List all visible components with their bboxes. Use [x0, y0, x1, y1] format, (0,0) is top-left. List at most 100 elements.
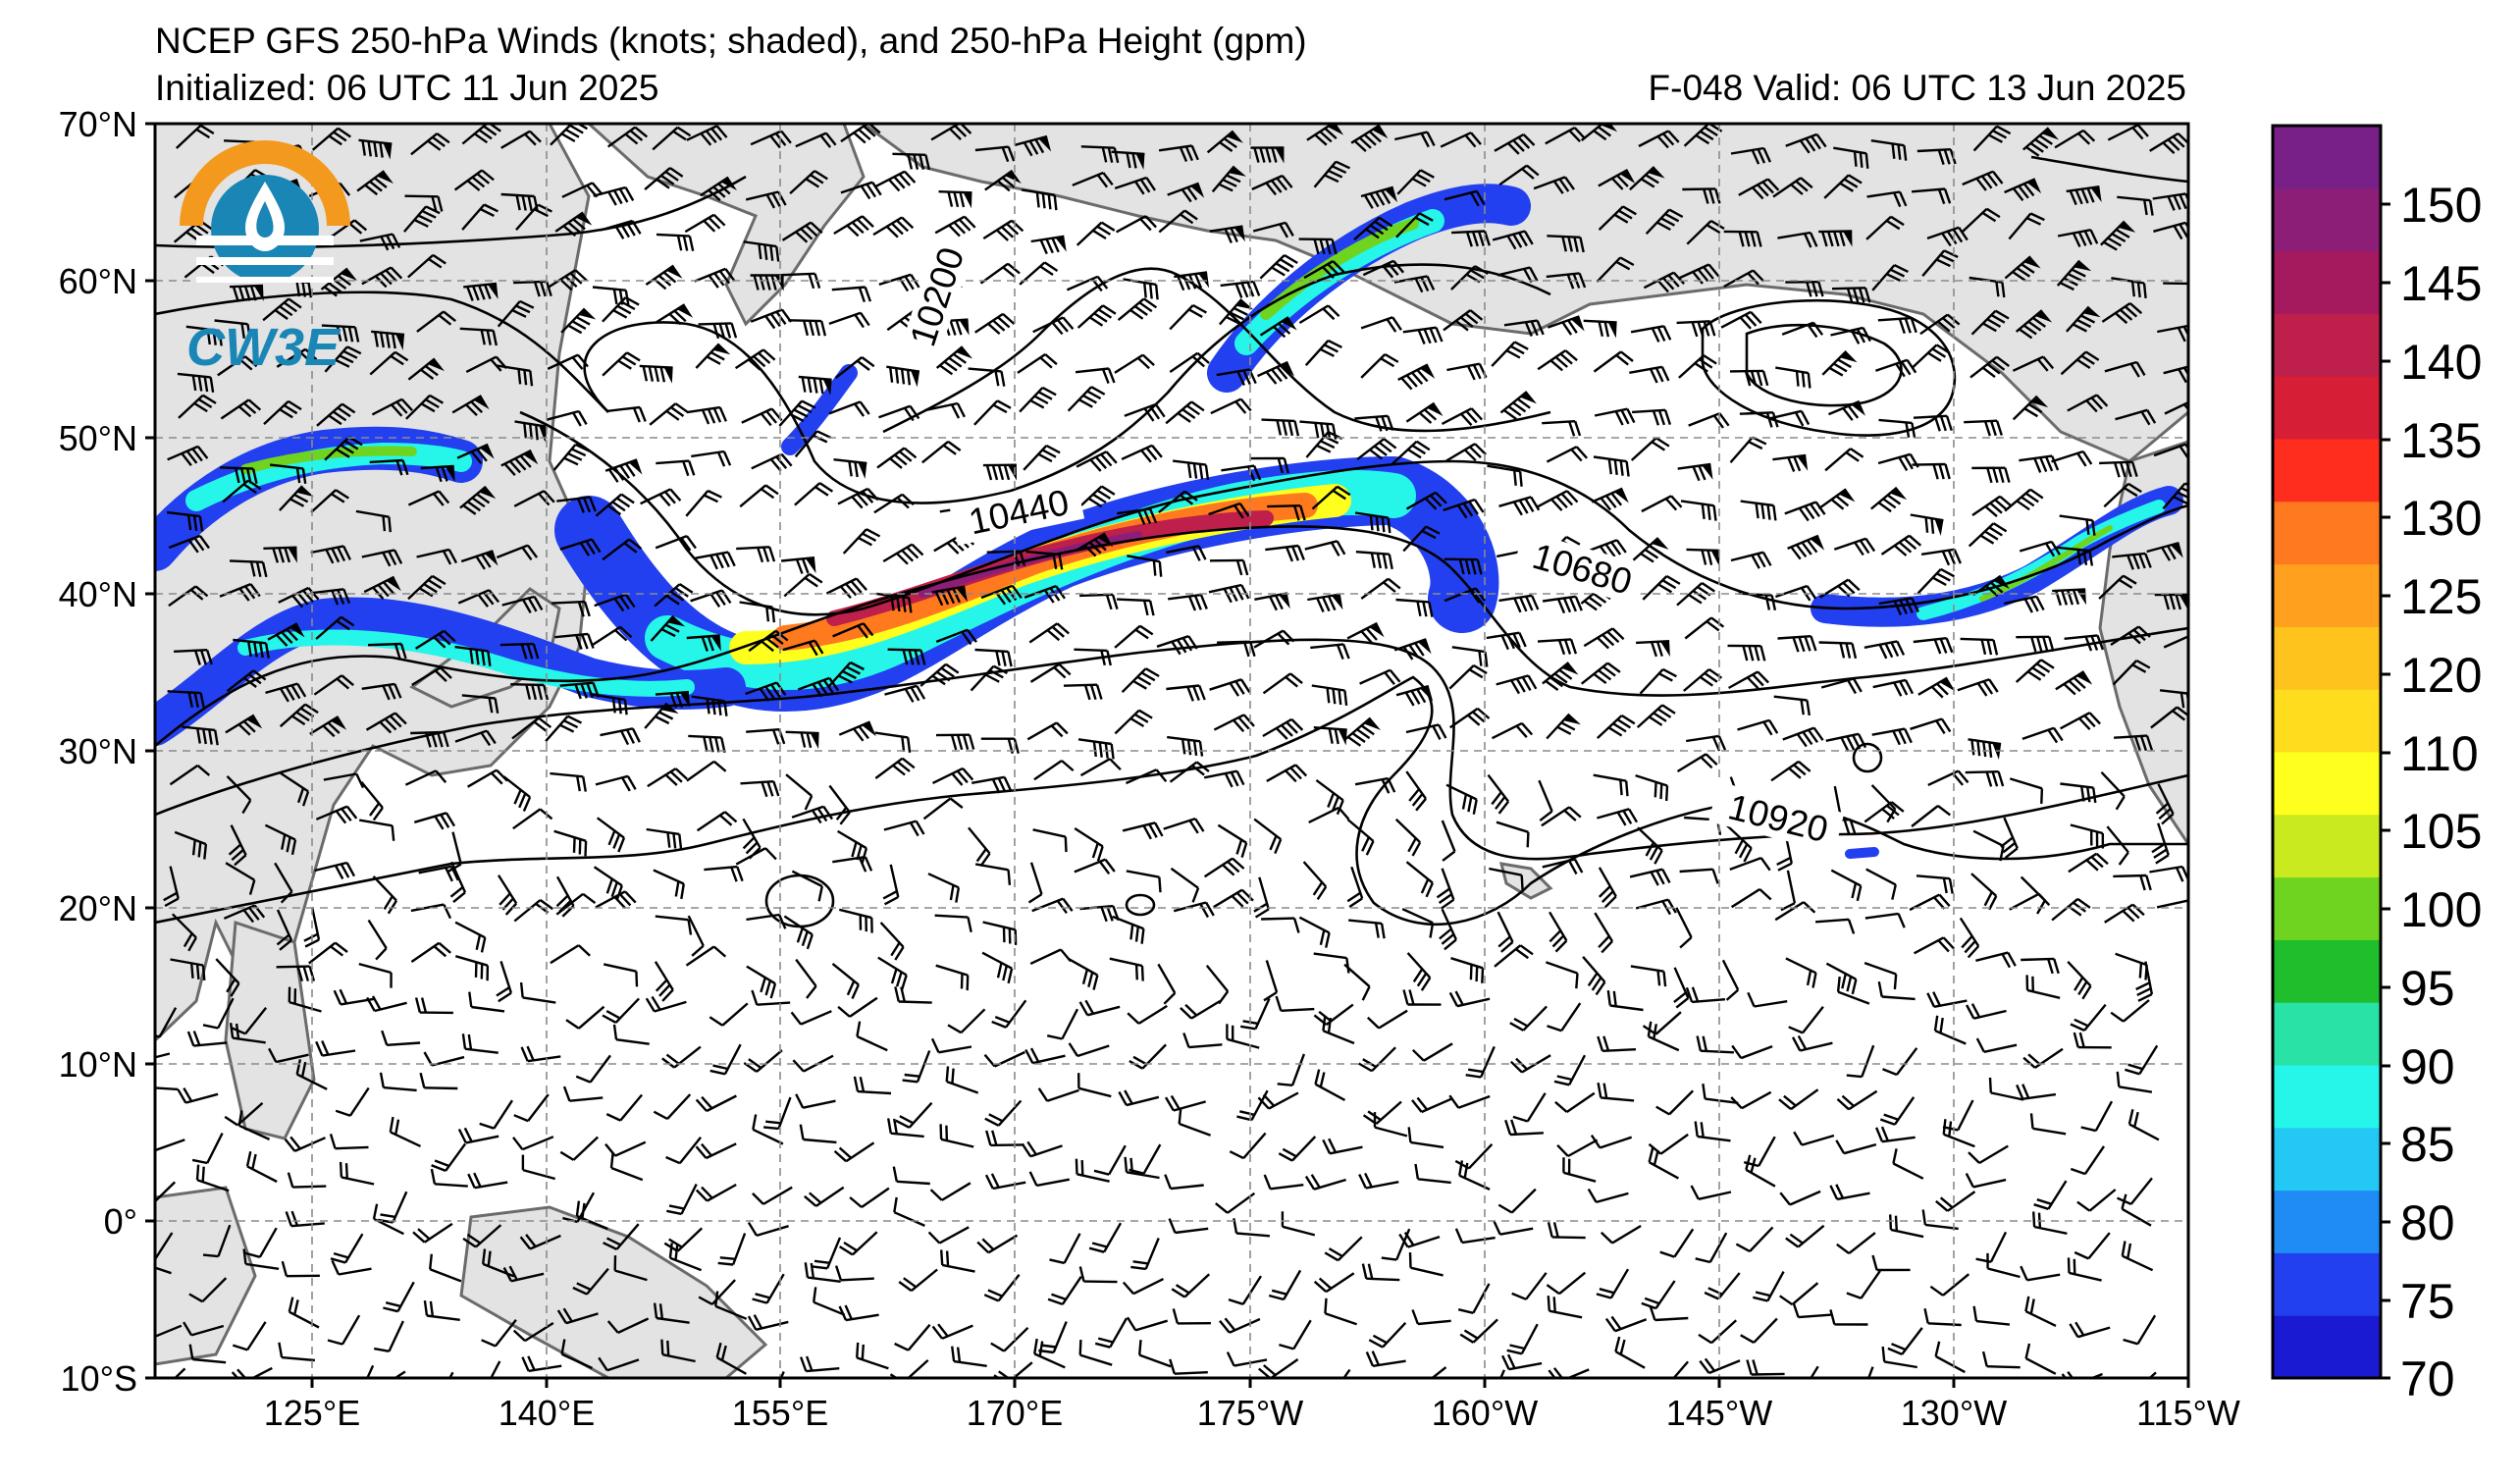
wind-pennant — [1372, 125, 1389, 139]
wind-barb-feather — [1640, 552, 1654, 563]
wind-barb-feather — [519, 454, 532, 468]
wind-barb-feather — [898, 1281, 913, 1293]
wind-barb-feather — [1829, 1309, 1836, 1325]
wind-barb-feather — [559, 1150, 575, 1161]
wind-barb-shaft — [1749, 1226, 1774, 1252]
wind-barb-feather — [1942, 317, 1956, 329]
wind-barb-feather — [428, 257, 443, 269]
wind-barb-feather — [2130, 281, 2135, 297]
wind-barb-feather — [1028, 140, 1039, 155]
wind-barb-feather — [163, 891, 178, 902]
wind-barb-feather — [1411, 444, 1427, 455]
wind-barb-feather — [2019, 328, 2033, 340]
wind-barb-feather — [2036, 1198, 2052, 1205]
wind-barb-feather — [700, 1142, 712, 1157]
wind-barb-feather — [2178, 368, 2187, 384]
wind-pennant — [1561, 662, 1579, 675]
wind-barb-feather — [924, 154, 931, 171]
wind-barb-feather — [385, 1301, 401, 1308]
wind-barb-feather — [674, 1245, 679, 1261]
wind-barb-feather — [1694, 362, 1708, 373]
wind-barb-feather — [1279, 258, 1294, 269]
wind-barb-feather — [2085, 859, 2099, 872]
wind-barb-feather — [577, 602, 585, 617]
graticule — [155, 124, 2188, 1378]
wind-barb-feather — [399, 643, 407, 660]
wind-barb-feather — [1386, 318, 1397, 333]
colorbar-tick-label: 130 — [2400, 491, 2482, 546]
wind-barb-feather — [765, 410, 778, 424]
wind-barb-feather — [255, 561, 262, 577]
wind-barb-feather — [1293, 505, 1300, 521]
wind-barb-feather — [1126, 1316, 1137, 1332]
wind-barb-feather — [658, 983, 671, 997]
wind-barb-feather — [295, 467, 301, 484]
colorbar-tick-label: 85 — [2400, 1117, 2455, 1172]
wind-barb-feather — [186, 514, 192, 531]
wind-pennant — [2170, 543, 2183, 558]
wind-barb-feather — [950, 734, 958, 751]
wind-barb-feather — [651, 995, 661, 1011]
wind-barb-feather — [958, 218, 971, 232]
wind-pennant — [523, 450, 539, 465]
wind-barb-feather — [1560, 493, 1574, 506]
wind-barb-feather — [859, 1076, 866, 1092]
new-guinea — [459, 1205, 768, 1378]
wind-barb-feather — [278, 547, 286, 563]
wind-barb-feather — [1805, 137, 1816, 152]
wind-barb-feather — [1744, 231, 1751, 247]
wind-barb-feather — [1986, 363, 2001, 375]
wind-barb-feather — [1996, 355, 2011, 368]
wind-barb-shaft — [155, 1052, 171, 1059]
wind-barb-feather — [2136, 282, 2141, 298]
wind-barb-feather — [946, 542, 960, 555]
wind-barb-feather — [2124, 487, 2138, 498]
wind-barb-feather — [1330, 542, 1340, 556]
wind-barb-feather — [1056, 319, 1069, 333]
wind-barb-feather — [721, 553, 730, 568]
wind-barb-feather — [337, 547, 346, 562]
wind-barb-feather — [998, 1370, 1011, 1378]
wind-barb-feather — [1521, 168, 1535, 180]
wind-barb-feather — [291, 715, 306, 726]
wind-barb-feather — [701, 1186, 713, 1199]
wind-barb-feather — [1846, 288, 1854, 304]
wind-barb-feather — [658, 711, 674, 720]
wind-barb-shaft — [1672, 1360, 1690, 1378]
wind-barb-feather — [1858, 288, 1865, 303]
wind-barb-feather — [1191, 355, 1205, 368]
wind-barb-feather — [425, 205, 441, 215]
lon-label: 170°E — [967, 1393, 1063, 1433]
wind-barb-feather — [371, 995, 382, 1011]
wind-barb-feather — [1158, 876, 1162, 893]
wind-barb-feather — [2092, 787, 2097, 804]
wind-barb-shaft — [1235, 1232, 1270, 1238]
wind-pennant — [1234, 226, 1245, 242]
wind-barb-feather — [1278, 322, 1291, 335]
wind-barb-feather — [1096, 225, 1112, 236]
wind-barb-feather — [635, 971, 639, 987]
wind-barb-feather — [1134, 926, 1139, 942]
wind-barb-feather — [2173, 225, 2183, 240]
wind-barb-feather — [1068, 1042, 1079, 1057]
wind-barb-feather — [994, 1015, 1011, 1024]
wind-barb-feather — [617, 837, 626, 853]
wind-barb-feather — [1990, 581, 2004, 594]
wind-pennant — [959, 319, 970, 336]
wind-barb-feather — [2148, 200, 2154, 216]
wind-barb-feather — [569, 272, 583, 285]
wind-barb-feather — [1196, 351, 1210, 364]
wind-barb-feather — [626, 351, 641, 362]
wind-barb-feather — [945, 1066, 950, 1083]
wind-pennant — [676, 304, 694, 318]
wind-barb-feather — [939, 1124, 943, 1139]
wind-barb-feather — [1703, 354, 1717, 365]
wind-pennant — [386, 576, 401, 592]
wind-barb-feather — [1319, 347, 1335, 357]
wind-barb-feather — [247, 641, 252, 658]
wind-barb-feather — [1186, 186, 1198, 201]
wind-barb-feather — [1361, 985, 1371, 1001]
wind-barb-feather — [1929, 1285, 1944, 1297]
wind-barb-feather — [760, 977, 766, 993]
wind-barb-feather — [758, 351, 771, 364]
